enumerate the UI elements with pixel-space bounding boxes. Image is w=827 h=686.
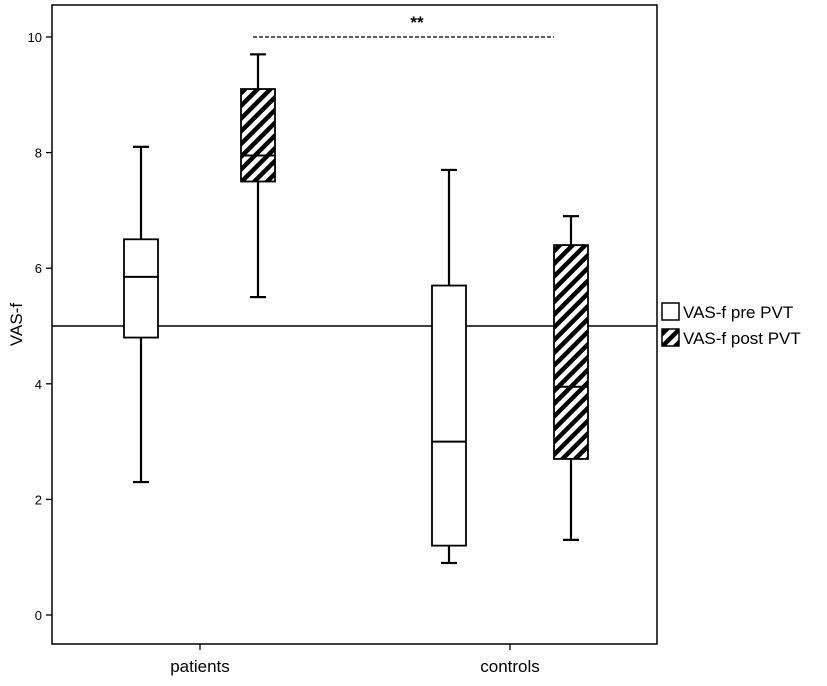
- significance-label: **: [410, 13, 424, 32]
- x-category-label: controls: [480, 657, 540, 676]
- iqr-box: [553, 244, 589, 460]
- iqr-box: [240, 88, 276, 183]
- y-tick-label: 4: [35, 377, 42, 392]
- legend-item-pre: VAS-f pre PVT: [661, 302, 793, 322]
- iqr-box: [431, 284, 467, 547]
- legend-swatch: [661, 328, 680, 347]
- y-tick-label: 6: [35, 261, 42, 276]
- box-controls-pre: [431, 168, 467, 565]
- y-tick-label: 0: [35, 608, 42, 623]
- y-axis-title: VAS-f: [7, 303, 26, 346]
- legend-swatch: [661, 302, 680, 321]
- legend-label: VAS-f pre PVT: [683, 303, 793, 322]
- iqr-box: [123, 238, 159, 339]
- legend-item-post: VAS-f post PVT: [661, 328, 801, 348]
- y-tick-label: 2: [35, 492, 42, 507]
- box-controls-post: [553, 215, 589, 541]
- x-category-label: patients: [170, 657, 230, 676]
- legend-label: VAS-f post PVT: [683, 329, 801, 348]
- y-tick-label: 8: [35, 146, 42, 161]
- box-patients-pre: [123, 145, 159, 484]
- box-patients-post: [240, 53, 276, 299]
- y-tick-label: 10: [28, 30, 42, 45]
- plot-frame: [51, 4, 658, 645]
